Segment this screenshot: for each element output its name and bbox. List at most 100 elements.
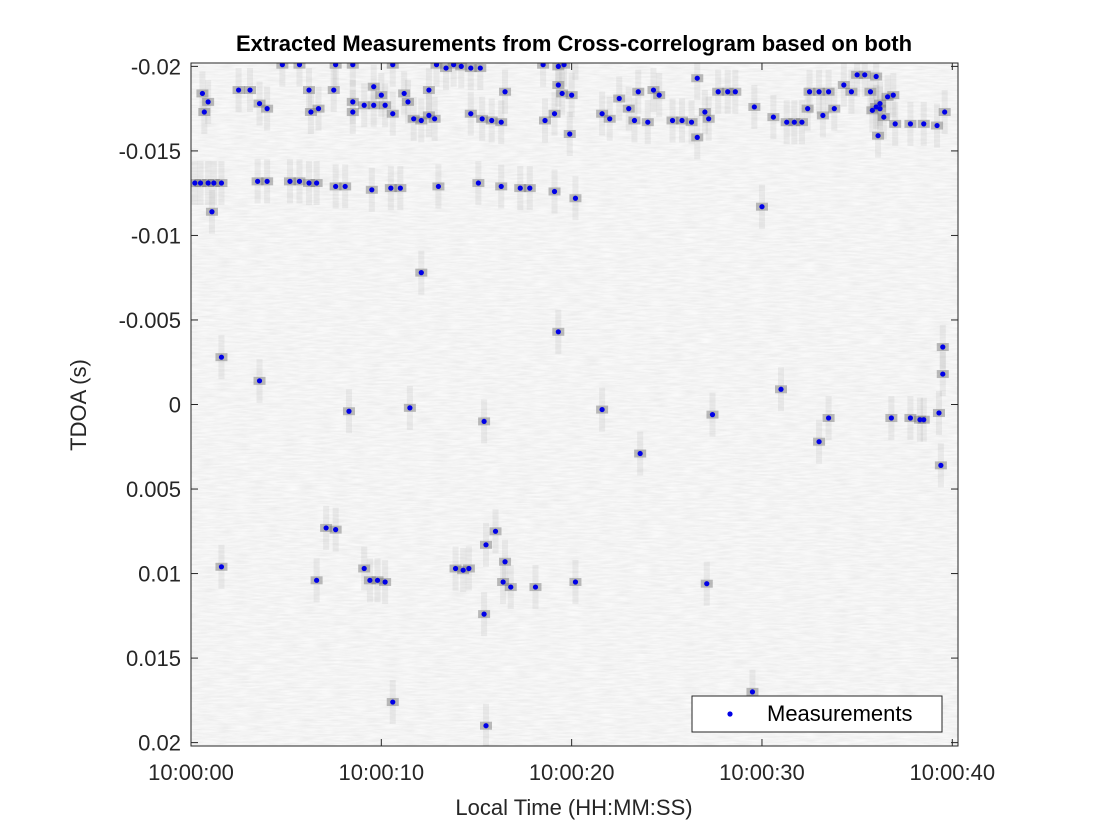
- measurement-point: [706, 116, 712, 122]
- measurement-point: [192, 180, 198, 186]
- measurement-point: [599, 111, 605, 117]
- measurement-point: [532, 584, 539, 590]
- measurement-point: [890, 92, 896, 98]
- measurement-point: [333, 63, 339, 68]
- measurement-point: [279, 63, 285, 68]
- measurement-point: [635, 89, 641, 95]
- measurement-point: [350, 63, 356, 68]
- measurement-point: [704, 581, 710, 587]
- measurement-point: [770, 114, 776, 120]
- x-tick-label: 10:00:00: [148, 760, 234, 785]
- measurement-point: [205, 180, 211, 186]
- measurement-point: [390, 63, 396, 68]
- measurement-point: [390, 699, 396, 705]
- correlogram-column: [332, 63, 339, 87]
- measurement-points: [192, 63, 948, 729]
- measurement-point: [778, 386, 784, 392]
- measurement-point: [458, 63, 464, 69]
- measurement-point: [917, 417, 923, 423]
- measurement-point: [211, 180, 217, 186]
- measurement-point: [218, 564, 225, 570]
- measurement-point: [256, 100, 263, 107]
- measurement-point: [388, 185, 394, 191]
- measurement-point: [881, 114, 887, 120]
- y-tick-label: -0.01: [131, 223, 181, 248]
- measurement-point: [825, 89, 832, 95]
- measurement-point: [806, 89, 813, 95]
- measurement-point: [517, 185, 523, 191]
- measurement-point: [378, 92, 384, 98]
- measurement-point: [468, 111, 474, 117]
- measurement-point: [264, 178, 270, 184]
- correlogram-column: [467, 63, 474, 91]
- measurement-point: [333, 527, 339, 533]
- correlogram-column: [555, 63, 562, 89]
- measurement-point: [921, 121, 927, 127]
- measurement-point: [405, 99, 411, 105]
- correlogram-column: [861, 63, 868, 97]
- measurement-point: [201, 109, 207, 115]
- measurement-point: [875, 133, 881, 139]
- measurement-point: [892, 121, 898, 127]
- measurement-point: [350, 109, 356, 115]
- measurement-point: [709, 412, 716, 418]
- measurement-point: [371, 102, 377, 108]
- measurement-point: [342, 183, 348, 190]
- measurement-point: [466, 565, 472, 572]
- correlogram-column: [561, 63, 568, 87]
- measurement-point: [346, 408, 352, 414]
- measurement-point: [805, 106, 811, 112]
- correlogram-column: [458, 63, 465, 89]
- measurement-point: [492, 528, 499, 534]
- measurement-point: [816, 89, 822, 95]
- legend-box: [691, 695, 943, 733]
- measurement-point: [256, 378, 263, 384]
- measurement-point: [869, 107, 875, 113]
- y-tick-label: 0.015: [126, 646, 181, 671]
- y-tick-label: 0.01: [138, 562, 181, 587]
- measurement-point: [907, 121, 914, 127]
- measurement-point: [732, 89, 738, 95]
- correlogram-column: [873, 63, 880, 99]
- correlogram-column: [694, 63, 701, 101]
- x-tick-label: 10:00:10: [339, 760, 425, 785]
- measurement-point: [907, 415, 914, 421]
- measurement-point: [481, 418, 487, 425]
- measurement-point: [759, 204, 765, 210]
- y-tick-label: -0.015: [119, 139, 181, 164]
- y-axis-label: TDOA (s): [66, 359, 91, 451]
- y-axis: -0.02 -0.015 -0.01 -0.005 0 0.005 0.01 0.015 0.0…: [119, 54, 958, 756]
- measurement-point: [508, 584, 514, 590]
- measurement-point: [679, 117, 685, 124]
- measurement-point: [397, 185, 403, 191]
- measurement-point: [607, 116, 613, 122]
- measurement-point: [848, 89, 855, 95]
- measurement-point: [498, 119, 504, 125]
- measurement-point: [314, 577, 320, 583]
- measurement-point: [645, 119, 651, 125]
- measurement-point: [479, 116, 485, 122]
- measurement-point: [862, 72, 868, 78]
- measurement-point: [942, 109, 948, 115]
- correlogram-column: [572, 63, 579, 80]
- correlogram-column: [433, 63, 440, 87]
- correlogram-column: [477, 63, 484, 91]
- x-tick-label: 10:00:20: [529, 760, 615, 785]
- measurement-point: [561, 63, 567, 68]
- measurement-point: [315, 106, 322, 112]
- measurement-point: [569, 92, 575, 98]
- measurement-point: [468, 65, 474, 71]
- measurement-point: [333, 183, 339, 190]
- legend-marker: [727, 711, 733, 717]
- measurement-point: [306, 180, 312, 186]
- measurement-point: [555, 63, 561, 69]
- measurement-point: [197, 180, 204, 186]
- measurement-point: [540, 63, 546, 68]
- measurement-point: [426, 87, 432, 93]
- measurement-point: [500, 579, 506, 585]
- measurement-point: [551, 111, 558, 117]
- measurement-point: [650, 87, 657, 93]
- measurement-point: [816, 439, 822, 445]
- measurement-point: [460, 567, 466, 573]
- measurement-point: [572, 195, 579, 201]
